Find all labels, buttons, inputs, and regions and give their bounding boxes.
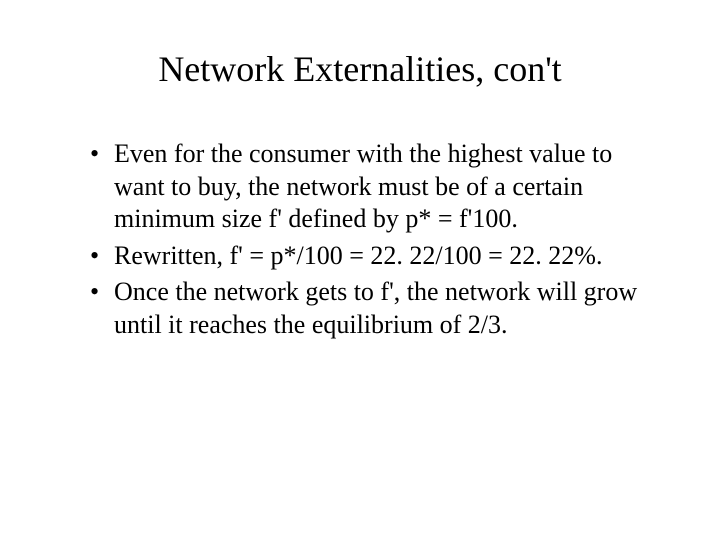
bullet-item: Once the network gets to f', the network… bbox=[90, 276, 660, 341]
bullet-list: Even for the consumer with the highest v… bbox=[60, 138, 660, 341]
slide-title: Network Externalities, con't bbox=[60, 48, 660, 90]
bullet-item: Even for the consumer with the highest v… bbox=[90, 138, 660, 236]
bullet-item: Rewritten, f' = p*/100 = 22. 22/100 = 22… bbox=[90, 240, 660, 273]
